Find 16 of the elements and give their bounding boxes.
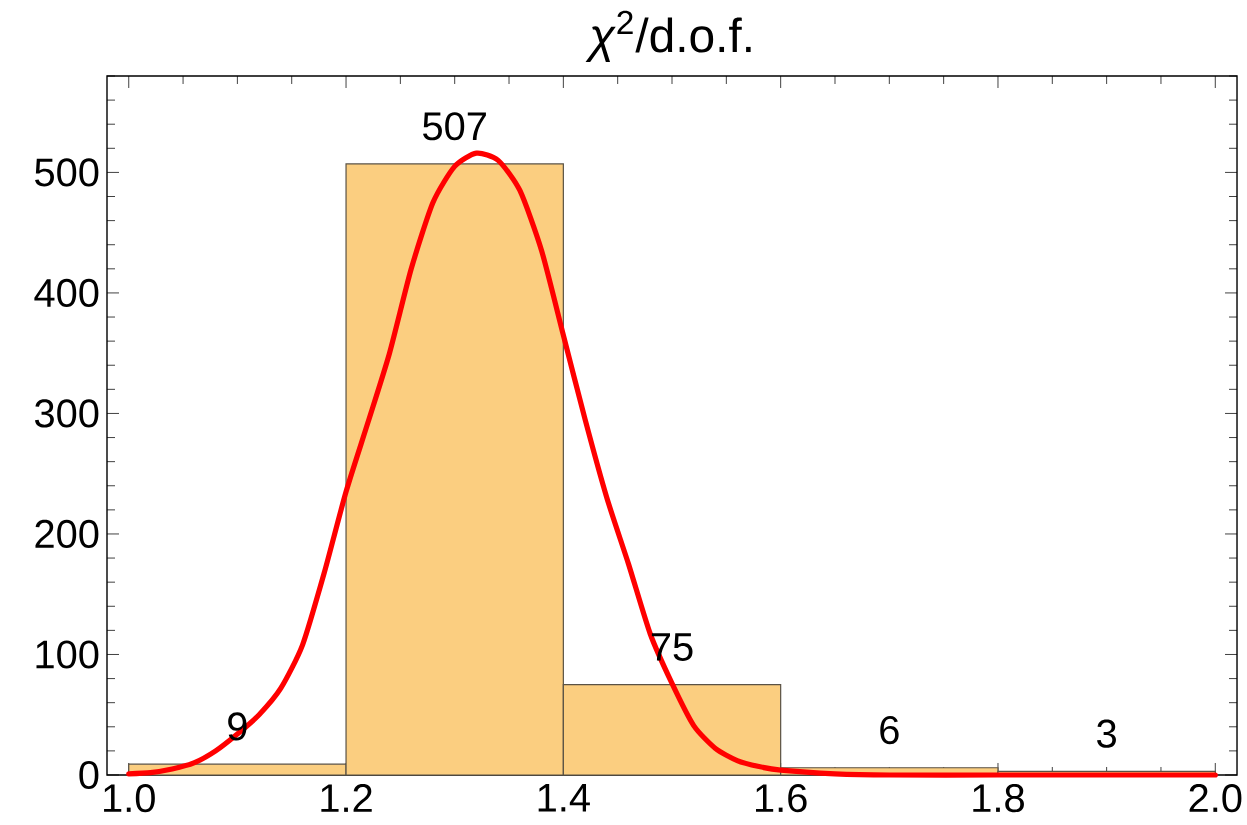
y-tick-label: 400 [34, 278, 99, 308]
x-tick-label: 1.4 [538, 784, 590, 812]
data-label: 507 [423, 112, 486, 141]
y-tick-label: 100 [36, 640, 99, 669]
x-tick-label: 1.6 [756, 784, 807, 813]
y-tick-label: 300 [35, 399, 99, 428]
data-label: 3 [1097, 719, 1116, 748]
x-tick-label: 2.0 [1189, 784, 1242, 813]
y-tick-label: 200 [35, 519, 99, 549]
chart-title: χ$^{2}$/d.o.f. [585, 10, 751, 62]
x-tick-label: 1.2 [321, 784, 372, 812]
x-tick-label: 1.8 [973, 784, 1024, 813]
y-tick-label: 0 [79, 760, 99, 790]
x-tick-label: 1.0 [104, 784, 155, 813]
data-label: 6 [880, 715, 899, 745]
y-tick-label: 500 [35, 158, 99, 187]
